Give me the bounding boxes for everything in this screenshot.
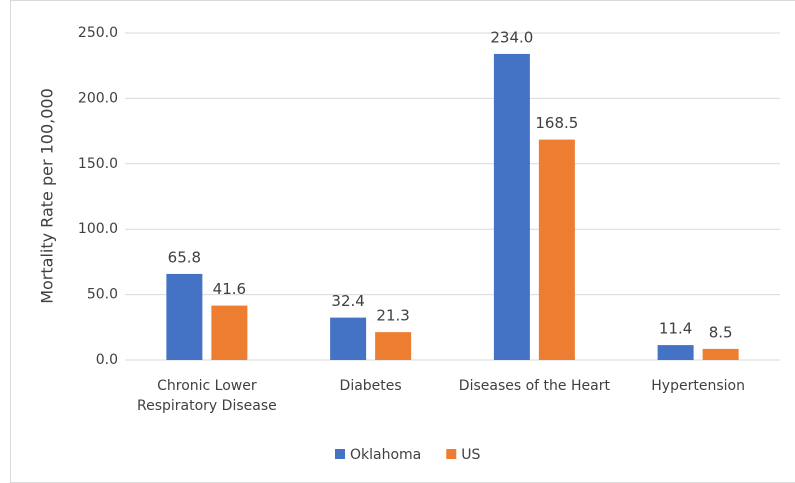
data-label: 41.6 xyxy=(213,280,246,298)
bar xyxy=(493,53,530,360)
y-tick-label: 0.0 xyxy=(96,352,118,368)
bar xyxy=(538,139,575,360)
bar xyxy=(166,273,203,360)
bar xyxy=(702,348,739,360)
bar xyxy=(211,305,248,360)
x-tick-label: Hypertension xyxy=(651,378,745,394)
x-tick-label: Diseases of the Heart xyxy=(458,378,610,394)
data-label: 65.8 xyxy=(168,248,201,266)
y-tick-label: 100.0 xyxy=(78,221,118,237)
y-tick-label: 50.0 xyxy=(87,287,118,303)
legend-label: Oklahoma xyxy=(350,447,421,463)
y-tick-label: 250.0 xyxy=(78,25,118,41)
bar xyxy=(375,332,412,360)
data-label: 8.5 xyxy=(709,323,733,341)
legend-swatch xyxy=(335,449,345,459)
bar xyxy=(657,345,694,360)
x-tick-label: Diabetes xyxy=(339,378,402,394)
legend-swatch xyxy=(446,449,457,459)
y-tick-label: 200.0 xyxy=(78,90,118,106)
x-tick-label: Chronic Lower Respiratory Disease xyxy=(137,378,277,414)
data-label: 11.4 xyxy=(659,320,692,338)
legend-label: US xyxy=(461,447,480,463)
data-label: 21.3 xyxy=(376,307,409,325)
data-label: 168.5 xyxy=(535,114,578,132)
data-label: 32.4 xyxy=(331,292,364,310)
y-axis-title: Mortality Rate per 100,000 xyxy=(38,88,57,304)
bar xyxy=(330,317,367,360)
y-tick-label: 150.0 xyxy=(78,156,118,172)
data-label: 234.0 xyxy=(490,28,533,46)
